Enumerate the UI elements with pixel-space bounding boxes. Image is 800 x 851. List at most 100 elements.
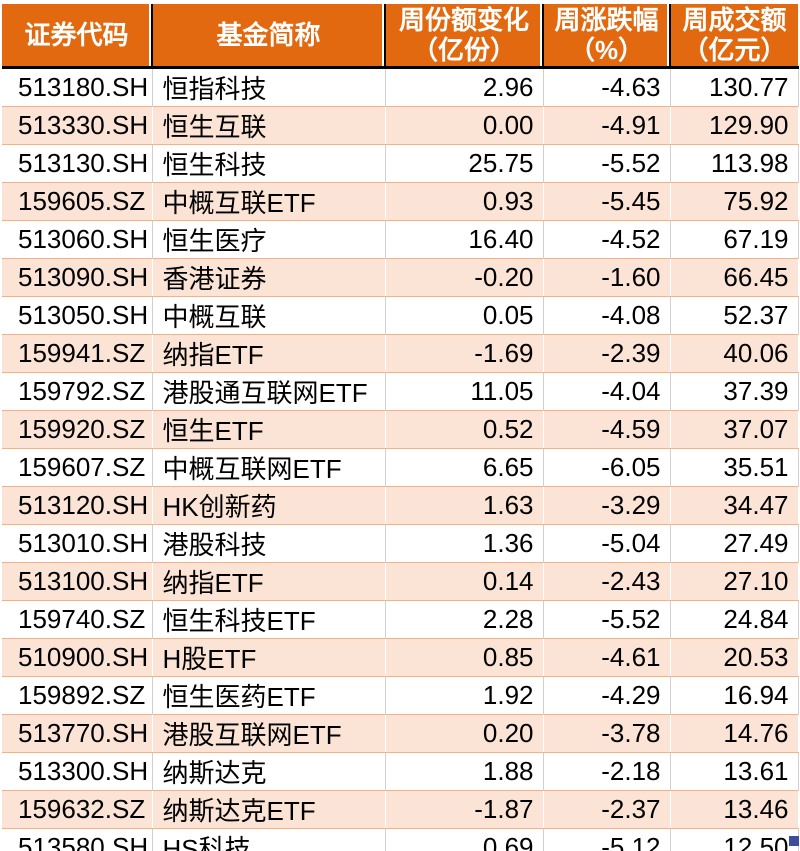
cell-pct_change[interactable]: -4.91 — [543, 105, 671, 145]
cell-turnover[interactable]: 113.98 — [670, 144, 799, 182]
cell-share_change[interactable]: 1.63 — [385, 485, 544, 525]
cell-share_change[interactable]: 1.92 — [385, 676, 544, 714]
cell-share_change[interactable]: 16.40 — [385, 220, 544, 258]
cell-share_change[interactable]: 0.14 — [385, 561, 544, 601]
cell-code[interactable]: 159605.SZ — [2, 181, 153, 221]
cell-share_change[interactable]: -1.69 — [385, 333, 544, 373]
cell-share_change[interactable]: 0.00 — [385, 105, 544, 145]
cell-code[interactable]: 513300.SH — [2, 752, 153, 790]
cell-pct_change[interactable]: -4.08 — [543, 296, 671, 334]
cell-code[interactable]: 513010.SH — [2, 524, 153, 562]
cell-share_change[interactable]: -0.20 — [385, 257, 544, 297]
cell-name[interactable]: HK创新药 — [152, 485, 386, 525]
cell-name[interactable]: 恒指科技 — [152, 67, 386, 106]
cell-pct_change[interactable]: -4.61 — [543, 637, 671, 677]
cell-pct_change[interactable]: -2.18 — [543, 752, 671, 790]
cell-turnover[interactable]: 27.10 — [670, 561, 799, 601]
cell-code[interactable]: 513330.SH — [2, 105, 153, 145]
cell-code[interactable]: 510900.SH — [2, 637, 153, 677]
cell-turnover[interactable]: 129.90 — [670, 105, 799, 145]
cell-name[interactable]: H股ETF — [152, 637, 386, 677]
cell-share_change[interactable]: 2.28 — [385, 600, 544, 638]
cell-turnover[interactable]: 27.49 — [670, 524, 799, 562]
cell-code[interactable]: 513060.SH — [2, 220, 153, 258]
column-header-pct_change[interactable]: 周涨跌幅 （%） — [543, 4, 671, 69]
cell-name[interactable]: 中概互联网ETF — [152, 448, 386, 486]
cell-name[interactable]: 港股互联网ETF — [152, 713, 386, 753]
cell-share_change[interactable]: 1.88 — [385, 752, 544, 790]
cell-code[interactable]: 159607.SZ — [2, 448, 153, 486]
cell-share_change[interactable]: 0.85 — [385, 637, 544, 677]
cell-code[interactable]: 513770.SH — [2, 713, 153, 753]
cell-turnover[interactable]: 34.47 — [670, 485, 799, 525]
cell-pct_change[interactable]: -5.52 — [543, 144, 671, 182]
cell-name[interactable]: 港股科技 — [152, 524, 386, 562]
cell-pct_change[interactable]: -4.29 — [543, 676, 671, 714]
cell-turnover[interactable]: 13.46 — [670, 789, 799, 829]
cell-turnover[interactable]: 24.84 — [670, 600, 799, 638]
cell-turnover[interactable]: 16.94 — [670, 676, 799, 714]
cell-code[interactable]: 513580.SH — [2, 828, 153, 851]
cell-pct_change[interactable]: -6.05 — [543, 448, 671, 486]
cell-pct_change[interactable]: -5.04 — [543, 524, 671, 562]
cell-name[interactable]: HS科技 — [152, 828, 386, 851]
cell-pct_change[interactable]: -4.04 — [543, 372, 671, 410]
cell-share_change[interactable]: 0.69 — [385, 828, 544, 851]
cell-turnover[interactable]: 40.06 — [670, 333, 799, 373]
cell-name[interactable]: 恒生ETF — [152, 409, 386, 449]
cell-share_change[interactable]: -1.87 — [385, 789, 544, 829]
cell-pct_change[interactable]: -2.43 — [543, 561, 671, 601]
cell-code[interactable]: 159920.SZ — [2, 409, 153, 449]
cell-name[interactable]: 纳斯达克 — [152, 752, 386, 790]
cell-code[interactable]: 159740.SZ — [2, 600, 153, 638]
cell-share_change[interactable]: 0.52 — [385, 409, 544, 449]
cell-name[interactable]: 恒生互联 — [152, 105, 386, 145]
cell-share_change[interactable]: 0.20 — [385, 713, 544, 753]
cell-turnover[interactable]: 12.50 — [670, 828, 799, 851]
cell-name[interactable]: 中概互联ETF — [152, 181, 386, 221]
cell-pct_change[interactable]: -5.12 — [543, 828, 671, 851]
cell-name[interactable]: 恒生科技 — [152, 144, 386, 182]
cell-share_change[interactable]: 0.93 — [385, 181, 544, 221]
cell-code[interactable]: 159941.SZ — [2, 333, 153, 373]
cell-pct_change[interactable]: -2.37 — [543, 789, 671, 829]
cell-name[interactable]: 恒生科技ETF — [152, 600, 386, 638]
cell-share_change[interactable]: 6.65 — [385, 448, 544, 486]
cell-pct_change[interactable]: -3.29 — [543, 485, 671, 525]
selection-handle-icon[interactable] — [789, 836, 799, 846]
cell-code[interactable]: 513180.SH — [2, 67, 153, 106]
cell-name[interactable]: 纳指ETF — [152, 561, 386, 601]
cell-name[interactable]: 香港证券 — [152, 257, 386, 297]
cell-turnover[interactable]: 37.07 — [670, 409, 799, 449]
cell-share_change[interactable]: 11.05 — [385, 372, 544, 410]
cell-code[interactable]: 513100.SH — [2, 561, 153, 601]
cell-share_change[interactable]: 25.75 — [385, 144, 544, 182]
cell-share_change[interactable]: 1.36 — [385, 524, 544, 562]
cell-pct_change[interactable]: -4.63 — [543, 67, 671, 106]
cell-turnover[interactable]: 66.45 — [670, 257, 799, 297]
cell-name[interactable]: 恒生医疗 — [152, 220, 386, 258]
cell-turnover[interactable]: 37.39 — [670, 372, 799, 410]
cell-pct_change[interactable]: -5.45 — [543, 181, 671, 221]
cell-turnover[interactable]: 130.77 — [670, 67, 799, 106]
cell-name[interactable]: 恒生医药ETF — [152, 676, 386, 714]
cell-pct_change[interactable]: -4.59 — [543, 409, 671, 449]
column-header-share_change[interactable]: 周份额变化 （亿份） — [385, 4, 544, 69]
column-header-code[interactable]: 证券代码 — [2, 4, 153, 69]
cell-code[interactable]: 513130.SH — [2, 144, 153, 182]
cell-code[interactable]: 159892.SZ — [2, 676, 153, 714]
cell-turnover[interactable]: 13.61 — [670, 752, 799, 790]
cell-pct_change[interactable]: -1.60 — [543, 257, 671, 297]
cell-code[interactable]: 159632.SZ — [2, 789, 153, 829]
cell-share_change[interactable]: 2.96 — [385, 67, 544, 106]
cell-turnover[interactable]: 14.76 — [670, 713, 799, 753]
column-header-name[interactable]: 基金简称 — [152, 4, 386, 69]
cell-pct_change[interactable]: -3.78 — [543, 713, 671, 753]
cell-turnover[interactable]: 75.92 — [670, 181, 799, 221]
cell-name[interactable]: 纳斯达克ETF — [152, 789, 386, 829]
cell-turnover[interactable]: 35.51 — [670, 448, 799, 486]
cell-code[interactable]: 513120.SH — [2, 485, 153, 525]
cell-code[interactable]: 513050.SH — [2, 296, 153, 334]
column-header-turnover[interactable]: 周成交额 （亿元） — [670, 4, 798, 69]
cell-name[interactable]: 港股通互联网ETF — [152, 372, 386, 410]
